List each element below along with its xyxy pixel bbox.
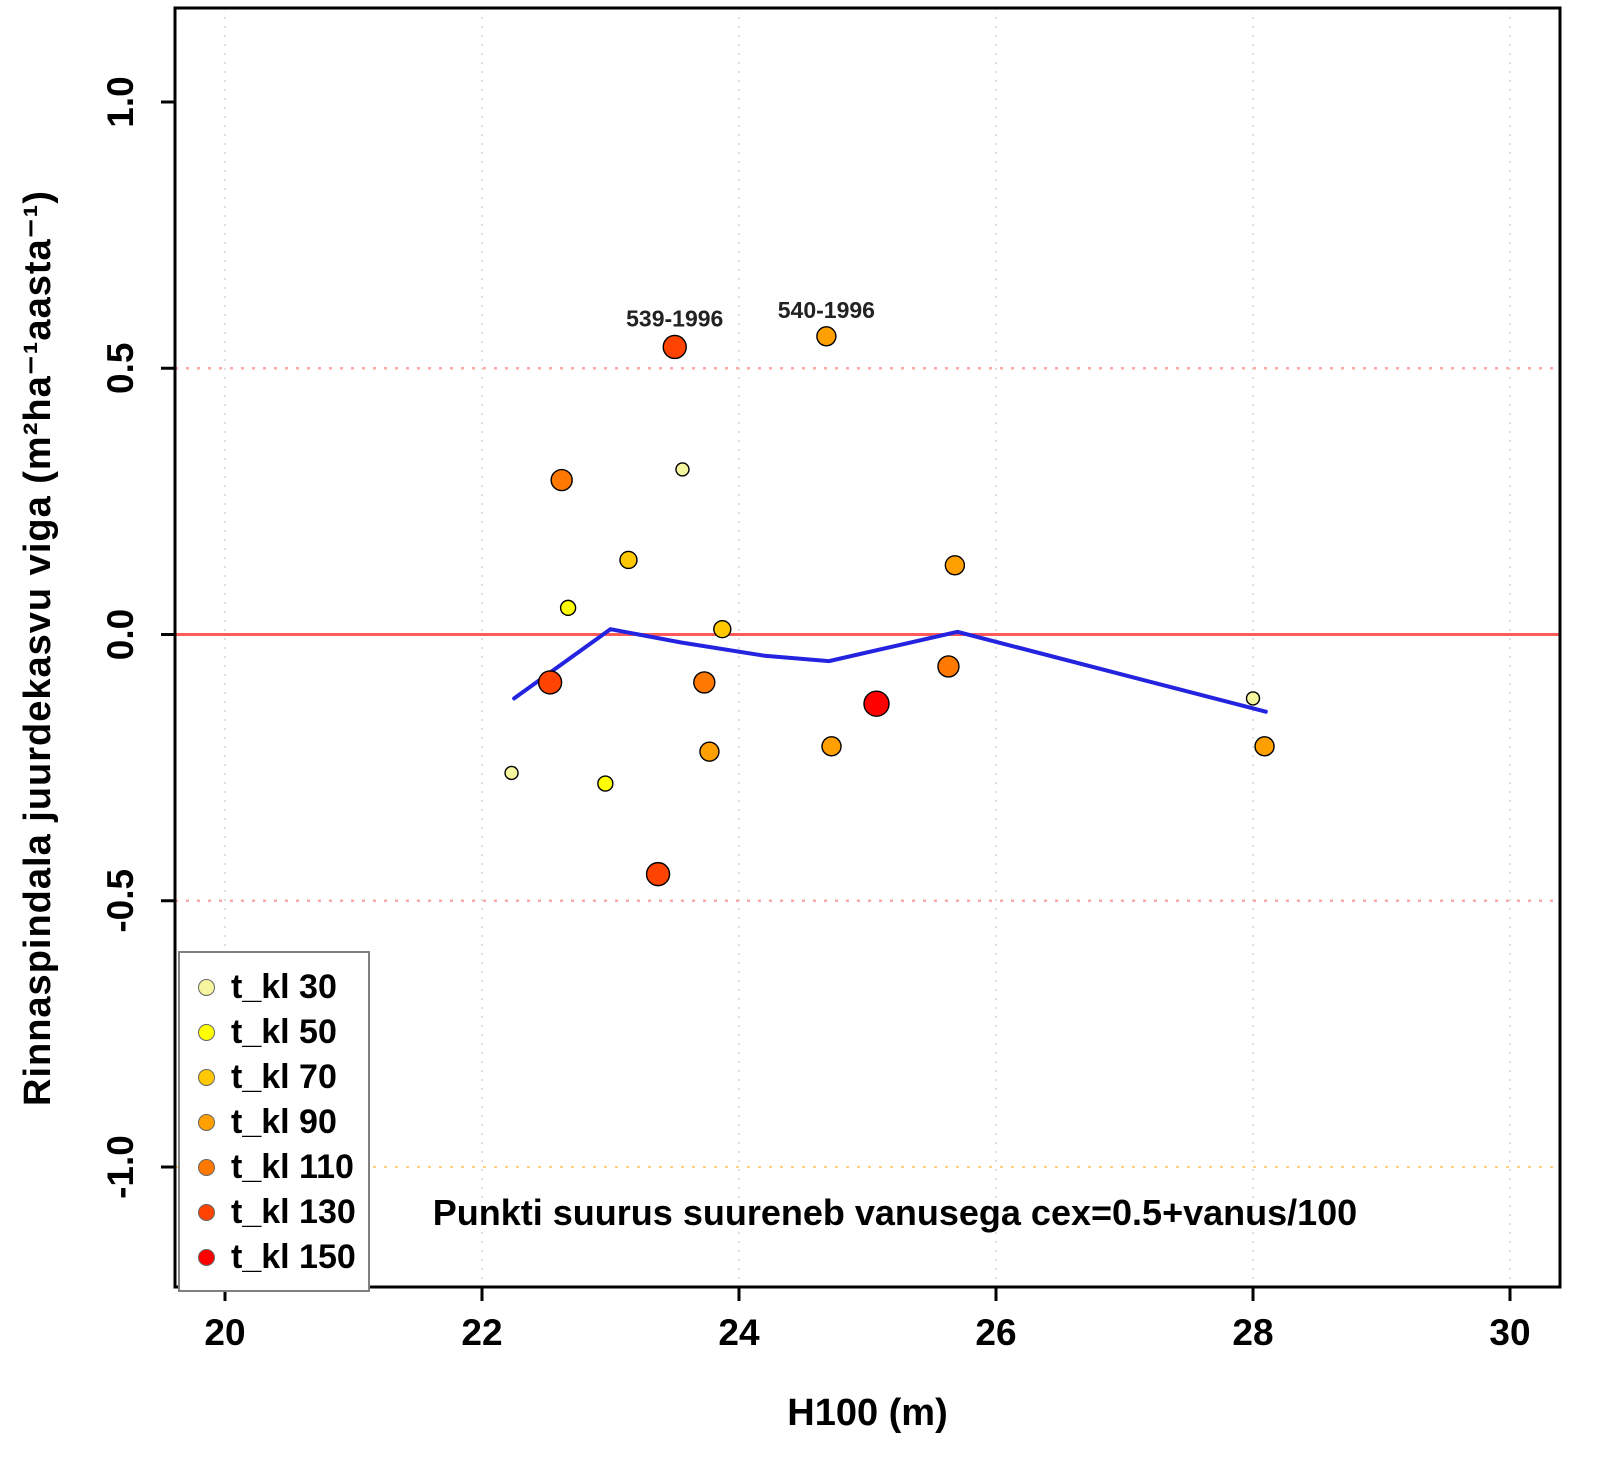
y-axis-tick-label: 1.0 bbox=[100, 76, 141, 127]
x-axis-tick-label: 26 bbox=[975, 1312, 1016, 1353]
legend-item-tkl-50: t_kl 50 bbox=[198, 1010, 368, 1055]
data-point bbox=[537, 670, 563, 695]
legend-swatch-icon bbox=[198, 1024, 215, 1041]
data-point-label: 540-1996 bbox=[778, 297, 875, 323]
data-point bbox=[662, 334, 687, 360]
data-point bbox=[713, 619, 732, 639]
legend-item-label: t_kl 130 bbox=[231, 1193, 356, 1231]
data-point-label: 539-1996 bbox=[626, 305, 723, 331]
legend-item-label: t_kl 50 bbox=[231, 1013, 337, 1051]
legend-item-label: t_kl 150 bbox=[231, 1238, 356, 1276]
legend: t_kl 30 t_kl 50 t_kl 70 t_kl 90 t_kl 110 t_kl… bbox=[178, 951, 370, 1292]
data-point bbox=[645, 861, 671, 887]
x-axis-label: H100 (m) bbox=[787, 1392, 948, 1434]
data-point bbox=[863, 690, 890, 717]
data-point bbox=[597, 775, 614, 792]
x-axis-tick-label: 30 bbox=[1489, 1312, 1530, 1353]
legend-item-tkl-130: t_kl 130 bbox=[198, 1190, 368, 1235]
data-point bbox=[821, 736, 842, 757]
legend-swatch-icon bbox=[198, 1204, 215, 1221]
legend-item-label: t_kl 70 bbox=[231, 1058, 337, 1096]
data-point bbox=[675, 462, 690, 477]
legend-item-label: t_kl 30 bbox=[231, 968, 337, 1006]
x-axis-tick-label: 28 bbox=[1232, 1312, 1273, 1353]
legend-item-tkl-70: t_kl 70 bbox=[198, 1055, 368, 1100]
data-point bbox=[699, 741, 720, 762]
x-axis-tick-label: 20 bbox=[204, 1312, 245, 1353]
data-point bbox=[1245, 691, 1261, 706]
y-axis-tick-label: -1.0 bbox=[100, 1135, 141, 1199]
y-axis-tick-label: 0.5 bbox=[100, 343, 141, 394]
data-point bbox=[550, 468, 573, 492]
data-point bbox=[693, 671, 716, 694]
legend-item-tkl-90: t_kl 90 bbox=[198, 1100, 368, 1145]
legend-swatch-icon bbox=[198, 979, 215, 996]
legend-item-tkl-30: t_kl 30 bbox=[198, 965, 368, 1010]
legend-swatch-icon bbox=[198, 1069, 215, 1086]
trend-line bbox=[512, 627, 1268, 714]
y-axis-tick-label: -0.5 bbox=[100, 869, 141, 933]
data-point bbox=[619, 550, 638, 570]
data-point bbox=[816, 326, 837, 347]
legend-swatch-icon bbox=[198, 1249, 215, 1266]
legend-item-tkl-110: t_kl 110 bbox=[198, 1145, 368, 1190]
legend-swatch-icon bbox=[198, 1114, 215, 1131]
x-axis-tick-label: 22 bbox=[461, 1312, 502, 1353]
point-size-annotation: Punkti suurus suureneb vanusega cex=0.5+… bbox=[432, 1192, 1358, 1233]
legend-item-tkl-150: t_kl 150 bbox=[198, 1235, 368, 1280]
y-axis-tick-label: 0.0 bbox=[100, 609, 141, 660]
data-point bbox=[944, 555, 966, 576]
legend-item-label: t_kl 90 bbox=[231, 1103, 337, 1141]
x-axis-tick-label: 24 bbox=[718, 1312, 760, 1353]
legend-swatch-icon bbox=[198, 1159, 215, 1176]
y-axis-label: Rinnaspindala juurdekasvu viga (m²ha⁻¹aa… bbox=[17, 190, 59, 1106]
data-point bbox=[1254, 736, 1275, 757]
data-point bbox=[937, 655, 960, 678]
plot-border bbox=[173, 6, 1562, 1289]
data-point bbox=[504, 765, 519, 781]
data-point bbox=[559, 599, 577, 617]
legend-item-label: t_kl 110 bbox=[231, 1148, 354, 1186]
